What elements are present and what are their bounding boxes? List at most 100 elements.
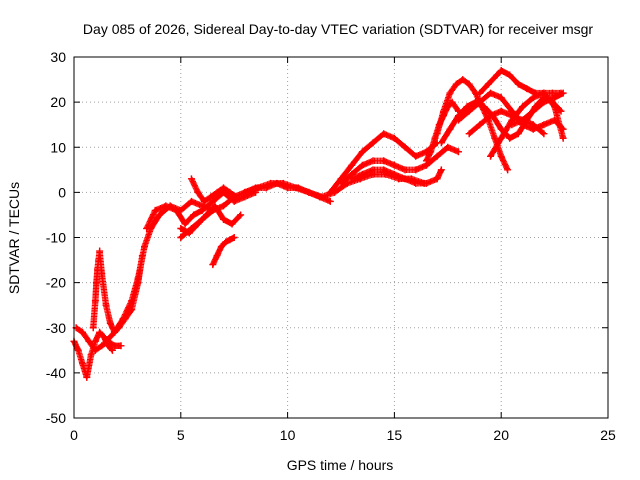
data-point	[102, 337, 110, 345]
y-axis-label: SDTVAR / TECUs	[6, 182, 22, 294]
data-point	[427, 148, 435, 156]
data-point	[412, 152, 420, 160]
data-point	[106, 319, 114, 327]
data-point	[187, 197, 195, 205]
data-point	[540, 98, 548, 106]
data-point	[128, 306, 136, 314]
data-point	[551, 94, 559, 102]
data-point	[91, 346, 99, 354]
data-point	[151, 206, 159, 214]
data-point	[487, 89, 495, 97]
data-point	[559, 134, 567, 142]
data-point	[437, 166, 445, 174]
series-arc-2	[72, 324, 125, 354]
data-point	[497, 152, 505, 160]
data-point	[98, 270, 106, 278]
data-point	[529, 121, 537, 129]
data-point	[198, 215, 206, 223]
data-point	[523, 85, 531, 93]
data-point	[358, 170, 366, 178]
data-point	[74, 346, 82, 354]
data-point	[177, 234, 185, 241]
data-series	[70, 67, 567, 381]
data-point	[108, 346, 116, 354]
series-arc-20	[487, 89, 567, 160]
x-tick-label: 20	[493, 427, 509, 443]
y-tick-label: -30	[46, 320, 66, 336]
data-point	[111, 342, 119, 350]
data-point	[91, 297, 99, 305]
data-point	[491, 134, 499, 142]
data-point	[79, 360, 87, 368]
y-tick-labels: -50 -40 -30 -20 -10 0 10 20 30	[46, 49, 66, 426]
data-point	[446, 89, 454, 97]
y-tick-label: 0	[58, 184, 66, 200]
data-point	[454, 148, 462, 156]
data-point	[241, 188, 249, 196]
data-point	[220, 184, 228, 192]
data-point	[220, 202, 228, 210]
data-point	[390, 170, 398, 178]
data-point	[337, 179, 345, 187]
x-tick-label: 10	[280, 427, 296, 443]
data-point	[207, 193, 215, 201]
data-point	[213, 252, 221, 260]
data-point	[446, 125, 454, 133]
data-point	[412, 179, 420, 187]
data-point	[433, 175, 441, 183]
data-point	[540, 121, 548, 129]
x-tick-labels: 0 5 10 15 20 25	[70, 427, 616, 443]
data-point	[437, 139, 445, 147]
data-point	[358, 161, 366, 169]
data-point	[111, 328, 119, 336]
data-point	[480, 103, 488, 111]
x-tick-label: 0	[70, 427, 78, 443]
data-point	[181, 220, 189, 228]
data-point	[83, 373, 91, 381]
data-point	[140, 243, 148, 251]
data-point	[226, 188, 234, 196]
data-point	[548, 89, 556, 97]
data-point	[85, 337, 93, 345]
data-point	[292, 184, 300, 192]
data-point	[173, 206, 181, 214]
data-point	[412, 166, 420, 174]
data-point	[254, 184, 262, 192]
data-point	[358, 148, 366, 156]
data-point	[187, 175, 195, 183]
data-point	[279, 179, 287, 187]
data-point	[519, 103, 527, 111]
data-point	[98, 342, 106, 350]
x-axis-label: GPS time / hours	[287, 457, 394, 473]
series-arc-13	[348, 166, 445, 187]
data-point	[305, 188, 313, 196]
series-arc-8	[209, 234, 238, 269]
data-point	[559, 89, 567, 97]
data-point	[508, 121, 516, 129]
data-point	[119, 315, 127, 323]
data-point	[267, 179, 275, 187]
data-point	[401, 166, 409, 174]
data-point	[326, 188, 334, 196]
data-point	[401, 143, 409, 151]
data-point	[465, 130, 473, 138]
data-point	[514, 130, 522, 138]
x-tick-label: 5	[177, 427, 185, 443]
data-point	[209, 261, 217, 269]
data-point	[529, 94, 537, 102]
data-point	[228, 220, 236, 228]
data-point	[117, 342, 125, 350]
data-point	[318, 193, 326, 201]
data-point	[493, 71, 501, 79]
data-point	[177, 224, 185, 232]
data-point	[128, 297, 136, 305]
data-point	[459, 76, 467, 84]
data-point	[143, 224, 151, 232]
data-point	[230, 193, 238, 201]
data-point	[96, 247, 104, 255]
data-point	[348, 175, 356, 183]
data-point	[506, 134, 514, 142]
data-point	[540, 130, 548, 138]
y-tick-label: -10	[46, 230, 66, 246]
